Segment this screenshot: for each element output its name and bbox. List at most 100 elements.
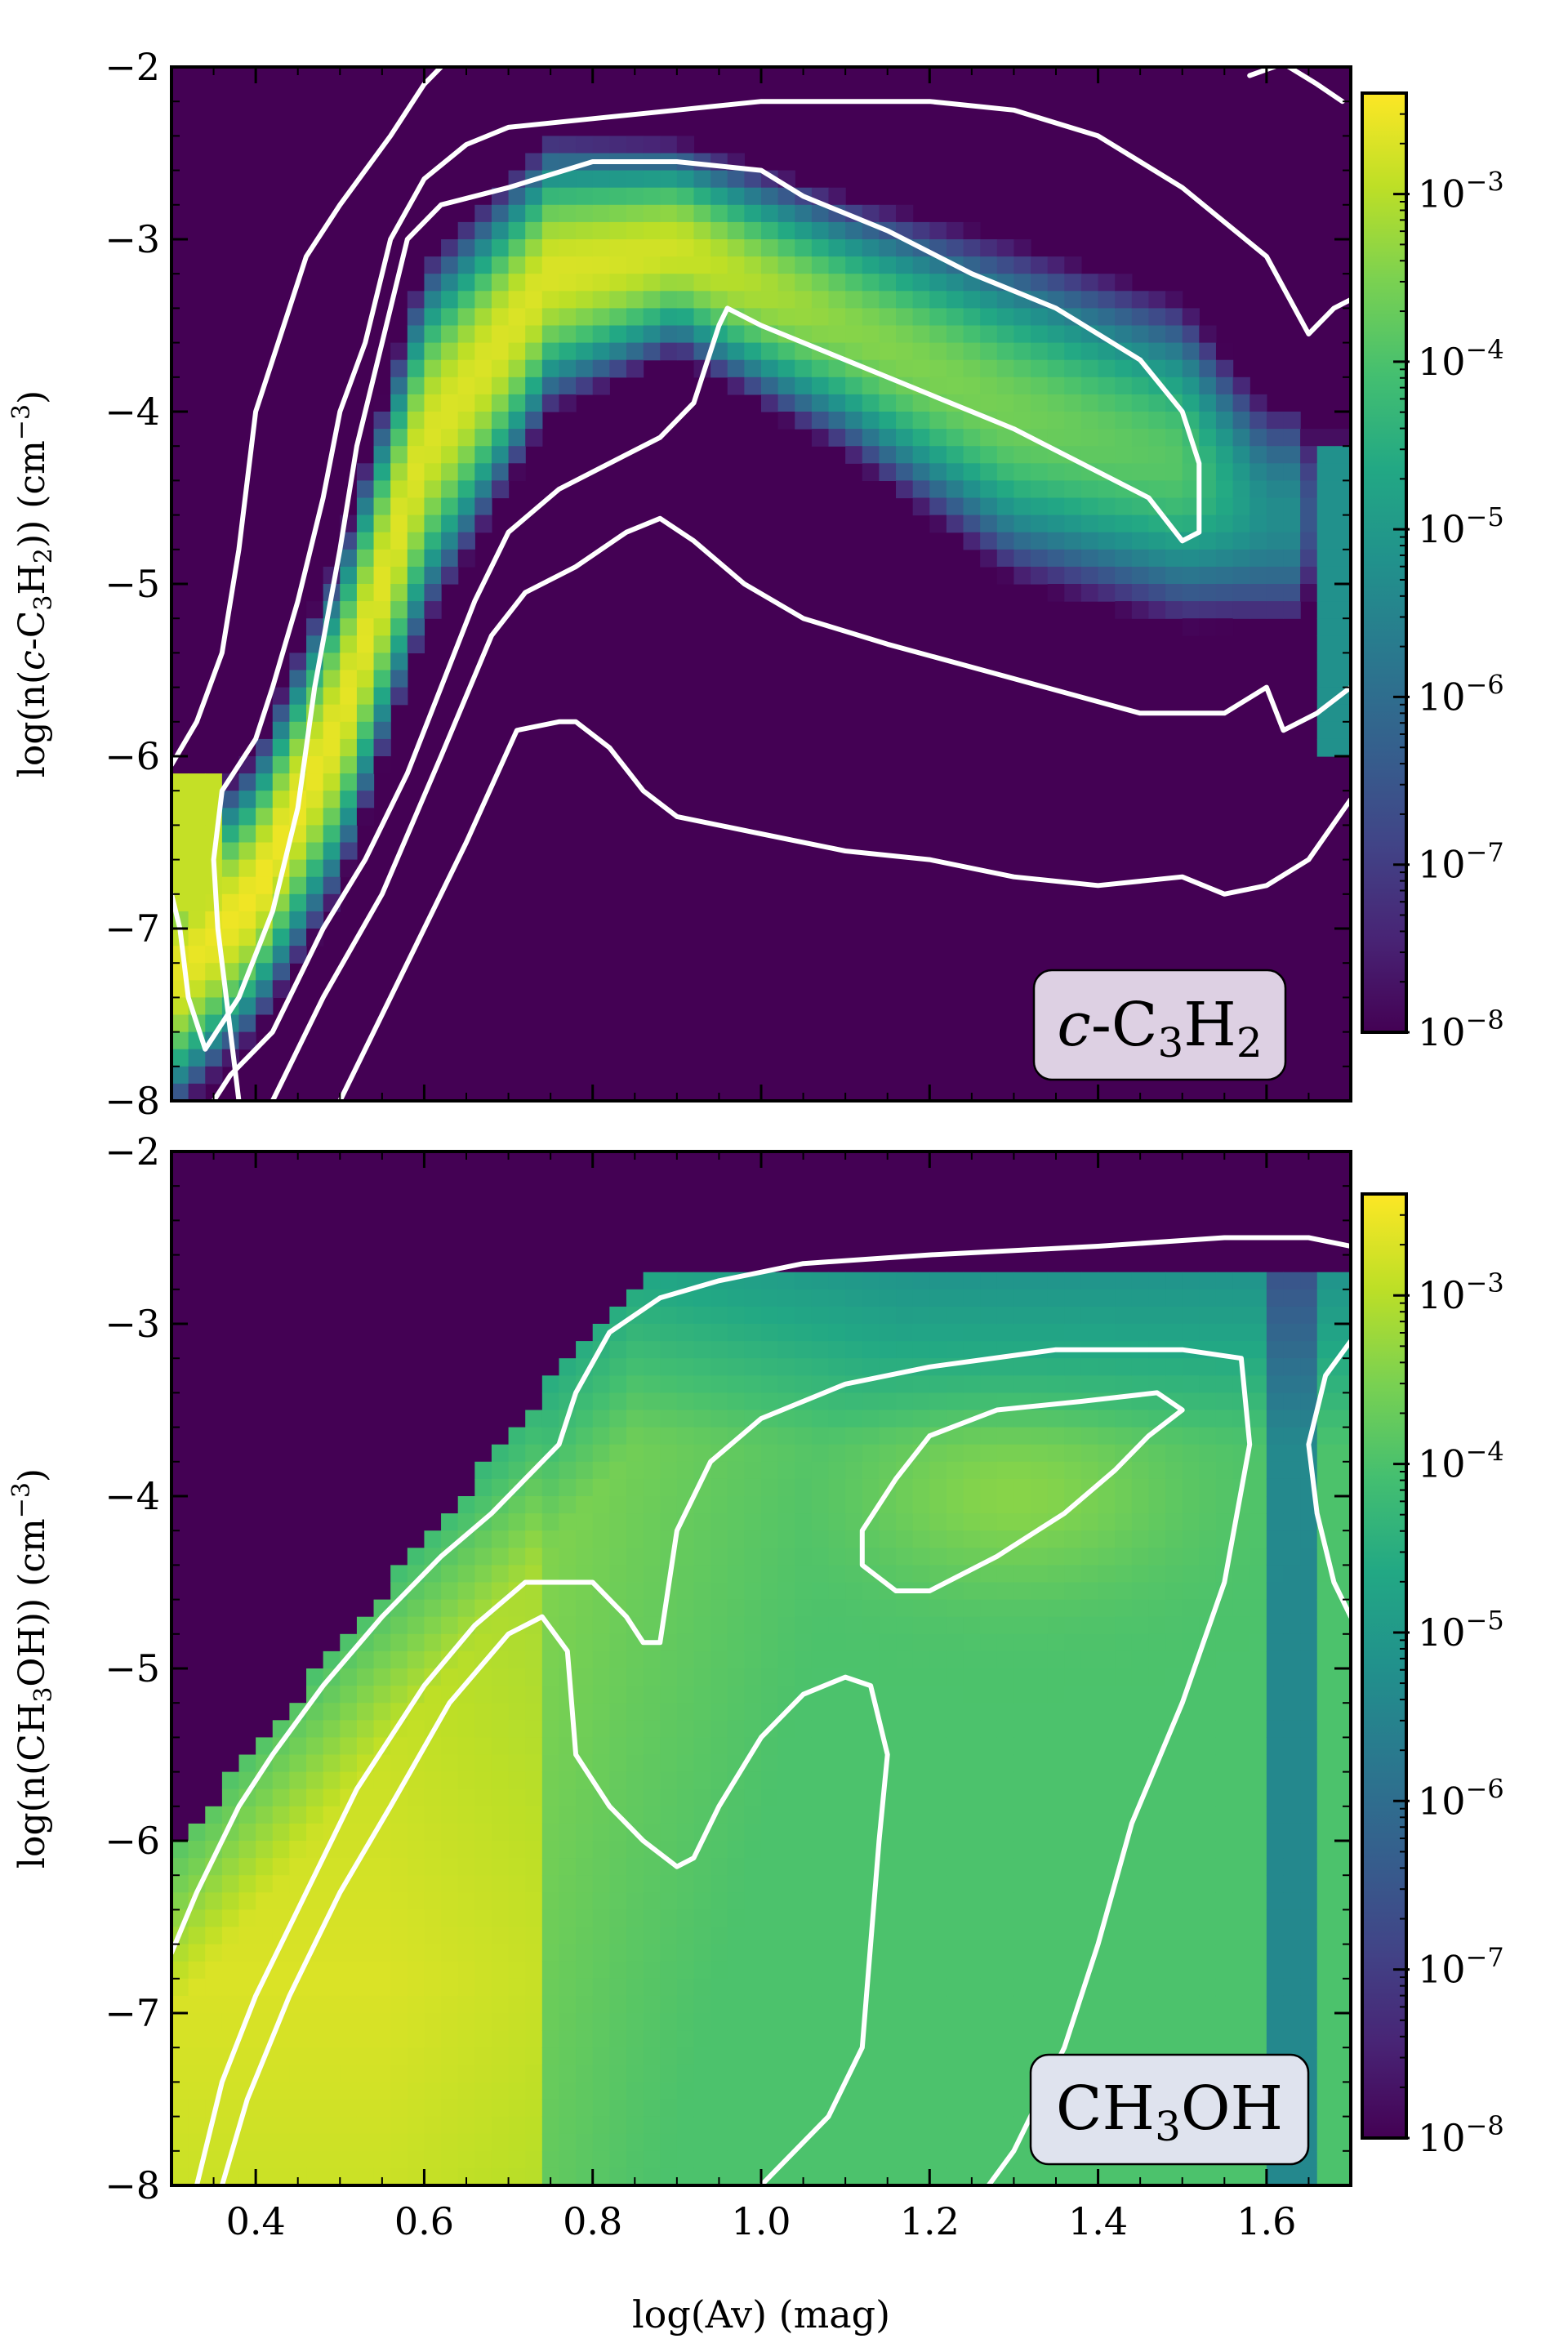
heatmap-cell — [441, 2133, 459, 2152]
heatmap-cell — [1266, 1995, 1285, 2014]
heatmap-cell — [744, 1548, 762, 1566]
heatmap-cell — [963, 1788, 981, 1807]
heatmap-cell — [660, 1788, 678, 1807]
heatmap-cell — [1250, 1686, 1267, 1704]
heatmap-cell — [525, 2030, 543, 2048]
heatmap-cell — [1031, 1461, 1049, 1480]
heatmap-cell — [727, 2065, 745, 2082]
heatmap-cell — [238, 2047, 256, 2065]
heatmap-cell — [660, 1720, 678, 1738]
heatmap-cell — [407, 342, 425, 361]
heatmap-cell — [407, 1668, 425, 1686]
heatmap-cell — [795, 256, 813, 274]
heatmap-cell — [1250, 1703, 1267, 1721]
heatmap-cell — [693, 1565, 711, 1584]
heatmap-cell — [879, 342, 897, 361]
heatmap-cell — [1334, 1530, 1351, 1548]
heatmap-cell — [643, 1324, 661, 1342]
heatmap-cell — [1098, 480, 1116, 499]
heatmap-cell — [643, 1686, 661, 1704]
heatmap-cell — [1148, 1961, 1166, 1980]
heatmap-cell — [1283, 1582, 1301, 1601]
heatmap-cell — [592, 1806, 610, 1824]
heatmap-cell — [306, 1771, 324, 1790]
heatmap-cell — [1334, 1720, 1351, 1738]
heatmap-cell — [862, 1771, 880, 1790]
heatmap-cell — [457, 2099, 475, 2118]
heatmap-cell — [1283, 2013, 1301, 2031]
heatmap-cell — [1300, 1875, 1318, 1893]
heatmap-cell — [744, 2099, 762, 2118]
heatmap-cell — [761, 1324, 779, 1342]
heatmap-cell — [879, 308, 897, 327]
heatmap-cell — [1215, 359, 1234, 378]
heatmap-cell — [491, 2047, 510, 2065]
heatmap-cell — [845, 1427, 863, 1446]
heatmap-cell — [1013, 1720, 1031, 1738]
heatmap-cell — [1131, 1909, 1150, 1928]
heatmap-cell — [390, 446, 408, 464]
heatmap-cell — [323, 859, 341, 878]
heatmap-cell — [862, 1306, 880, 1325]
heatmap-cell — [491, 412, 510, 430]
heatmap-cell — [929, 480, 947, 499]
heatmap-cell — [457, 1668, 475, 1686]
contour-mid — [211, 99, 1351, 1101]
heatmap-cell — [1266, 463, 1285, 481]
heatmap-cell — [660, 1961, 678, 1980]
heatmap-cell — [323, 1650, 341, 1669]
heatmap-cell — [727, 2133, 745, 2152]
heatmap-cell — [340, 1995, 358, 2014]
heatmap-cell — [441, 1616, 459, 1635]
heatmap-cell — [457, 480, 475, 499]
heatmap-cell — [1182, 1565, 1200, 1584]
heatmap-cell — [980, 359, 998, 378]
heatmap-cell — [727, 1461, 745, 1480]
heatmap-cell — [1047, 1823, 1065, 1842]
heatmap-cell — [1064, 325, 1082, 344]
heatmap-cell — [811, 376, 830, 395]
heatmap-cell — [660, 1375, 678, 1393]
heatmap-cell — [1064, 1720, 1082, 1738]
heatmap-cell — [390, 1668, 408, 1686]
heatmap-cell — [1080, 1548, 1099, 1566]
heatmap-cell — [1148, 1720, 1166, 1738]
heatmap-cell — [963, 359, 981, 378]
heatmap-cell — [576, 1788, 594, 1807]
heatmap-cell — [626, 1548, 644, 1566]
heatmap-cell — [1250, 1272, 1267, 1290]
heatmap-cell — [541, 1771, 560, 1790]
heatmap-cell — [845, 256, 863, 274]
heatmap-cell — [1199, 1754, 1217, 1773]
heatmap-cell — [1316, 1668, 1334, 1686]
heatmap-cell — [390, 514, 408, 533]
heatmap-cell — [592, 1496, 610, 1514]
heatmap-cell — [996, 1737, 1015, 1756]
heatmap-cell — [1148, 1272, 1166, 1290]
heatmap-cell — [373, 1633, 391, 1652]
heatmap-cell — [491, 2116, 510, 2135]
heatmap-cell — [592, 1410, 610, 1428]
colorbar-tick-label: 10−6 — [1418, 669, 1504, 719]
heatmap-cell — [1165, 480, 1183, 499]
heatmap-cell — [1215, 463, 1234, 481]
heatmap-cell — [1334, 1875, 1351, 1893]
heatmap-cell — [340, 1771, 358, 1790]
heatmap-cell — [1250, 463, 1267, 481]
heatmap-cell — [1098, 2013, 1116, 2031]
heatmap-cell — [576, 291, 594, 309]
heatmap-cell — [205, 2150, 223, 2169]
heatmap-cell — [491, 1582, 510, 1601]
heatmap-cell — [457, 1788, 475, 1807]
heatmap-cell — [1316, 1427, 1334, 1446]
heatmap-cell — [1013, 2167, 1031, 2185]
heatmap-cell — [862, 1427, 880, 1446]
heatmap-cell — [626, 1771, 644, 1790]
heatmap-cell — [1047, 1272, 1065, 1290]
heatmap-cell — [1250, 2030, 1267, 2048]
heatmap-cell — [340, 1978, 358, 1997]
heatmap-cell — [508, 1858, 526, 1876]
heatmap-cell — [441, 394, 459, 412]
heatmap-cell — [1080, 342, 1099, 361]
heatmap-cell — [1115, 1358, 1133, 1376]
